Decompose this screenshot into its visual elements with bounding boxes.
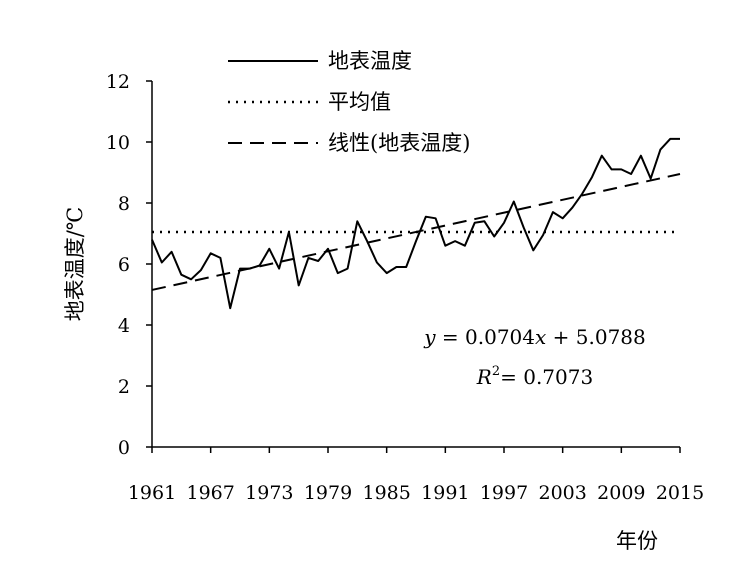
y-tick-label: 10 [106,132,130,154]
legend: 地表温度 平均值 线性(地表温度) [228,49,470,155]
y-tick-label: 0 [118,437,130,459]
regression-equation: y = 0.0704x + 5.0788 [423,325,646,349]
x-tick-label: 2009 [597,482,645,504]
r2-R: R [476,365,492,389]
y-axis-title: 地表温度/℃ [63,207,87,322]
r2-exp: 2 [492,364,500,379]
x-tick-label: 1967 [186,482,234,504]
eq-intercept: + 5.0788 [553,325,646,349]
x-tick-label: 2015 [656,482,704,504]
surface-temp-line [151,137,680,310]
eq-slope: = 0.0704 [442,325,535,349]
x-tick-label: 1979 [304,482,352,504]
x-tick-label: 1973 [245,482,293,504]
legend-label-linear: 线性(地表温度) [328,131,470,155]
legend-label-mean: 平均值 [328,90,391,114]
y-tick-label: 2 [118,376,130,398]
r2-value: = 0.7073 [500,365,593,389]
y-tick-label: 6 [118,254,130,276]
y-tick-label: 12 [106,71,130,93]
y-tick-label: 8 [118,193,130,215]
x-tick-label: 1985 [362,482,410,504]
r-squared: R2= 0.7073 [476,364,593,389]
x-tick-label: 1961 [128,482,176,504]
legend-label-surface-temp: 地表温度 [328,49,412,73]
eq-y: y [423,325,436,349]
x-tick-label: 1991 [421,482,469,504]
y-ticks: 0 2 4 6 8 10 12 [106,71,152,459]
x-tick-label: 1997 [480,482,528,504]
eq-x: x [535,325,546,349]
x-ticks: 1961 1967 1973 1979 1985 1991 1997 2003 2009 2015 [128,447,704,504]
y-tick-label: 4 [118,315,130,337]
x-axis-title: 年份 [616,529,658,553]
x-tick-label: 2003 [538,482,586,504]
series-layer [151,137,681,310]
